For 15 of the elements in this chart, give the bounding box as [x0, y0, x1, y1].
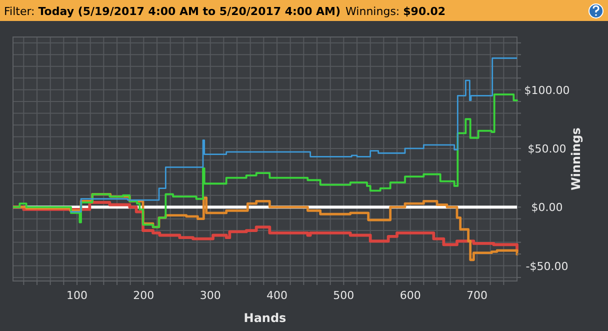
chart-subtitle: Winnings: $90.02 — [346, 5, 446, 18]
y-tick-label: $50.00 — [528, 142, 566, 156]
y-tick-label: $100.00 — [524, 84, 570, 97]
y-axis-title: Winnings — [569, 128, 583, 190]
x-tick-label: 700 — [466, 289, 488, 302]
y-tick-label: -$50.00 — [526, 260, 568, 273]
x-tick-label: 300 — [200, 289, 221, 302]
chart-title: Filter: Today (5/19/2017 4:00 AM to 5/20/2017 4:00 AM) — [4, 5, 341, 18]
x-tick-label: 600 — [400, 289, 421, 302]
x-axis-title: Hands — [244, 311, 286, 325]
x-tick-label: 200 — [133, 289, 154, 302]
x-tick-label: 100 — [66, 289, 88, 302]
y-tick-label: $0.00 — [531, 201, 563, 214]
x-tick-label: 400 — [266, 289, 288, 302]
x-tick-label: 500 — [333, 289, 354, 302]
